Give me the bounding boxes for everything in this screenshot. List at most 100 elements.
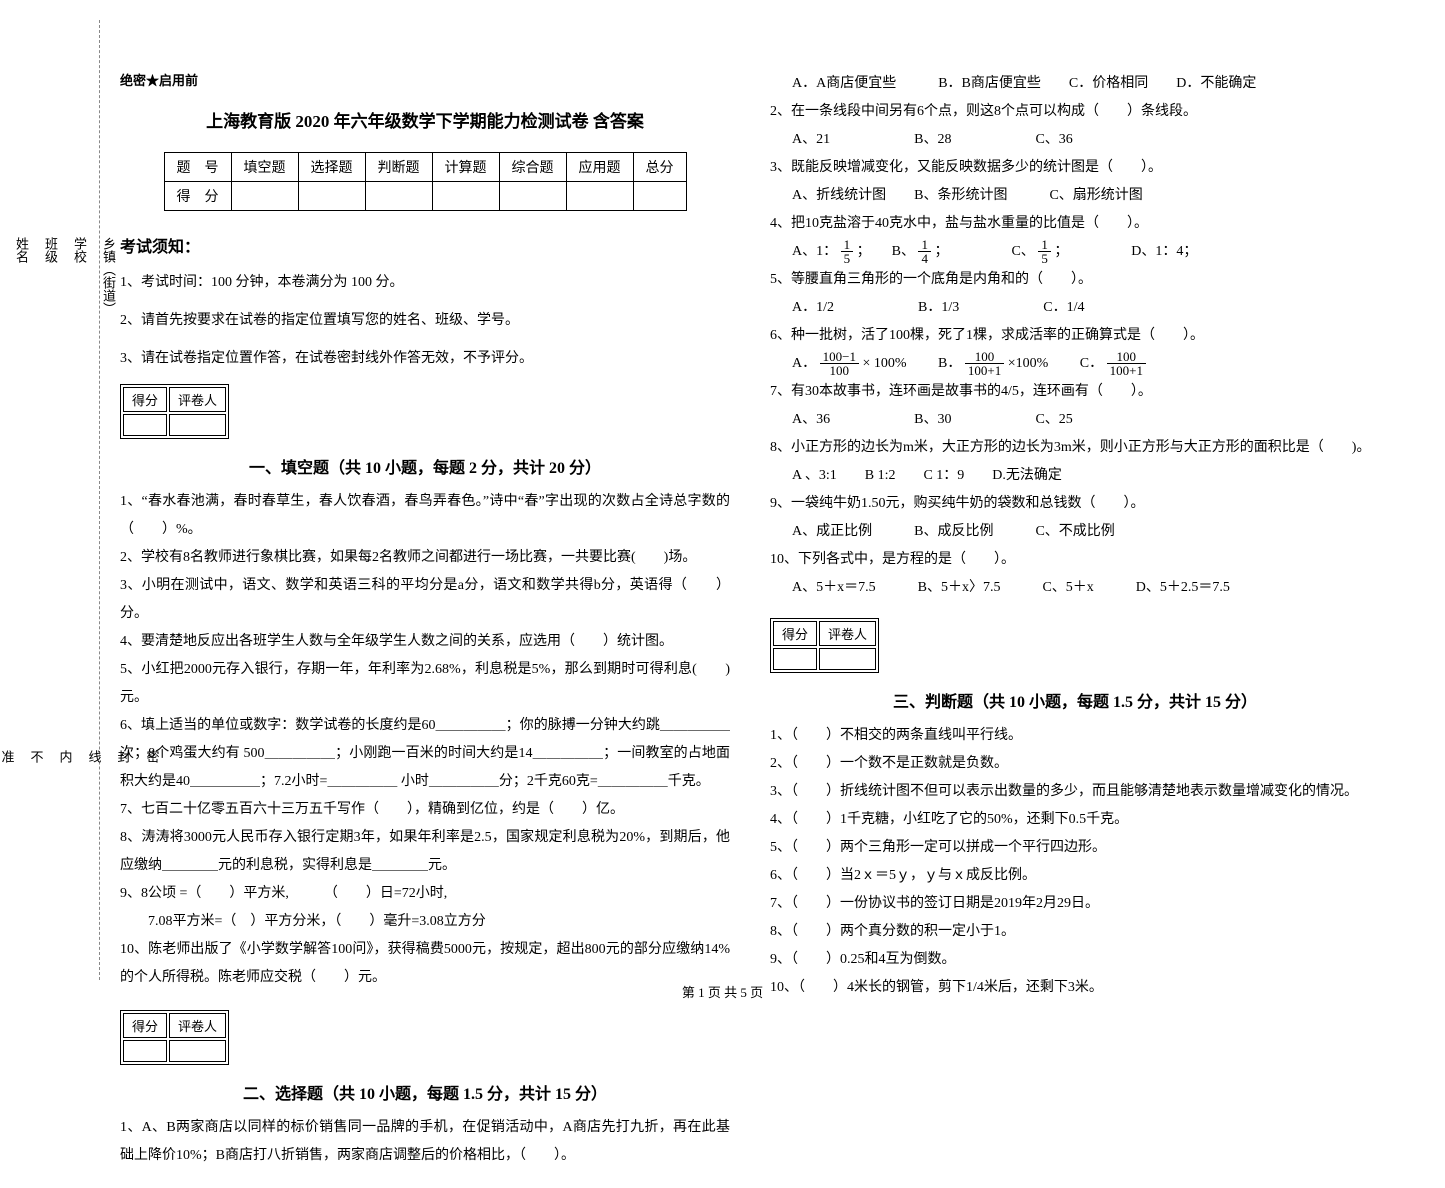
question: 5、等腰直角三角形的一个底角是内角和的（ ）。 (770, 266, 1380, 294)
margin-label: 乡镇（街道） (99, 237, 118, 315)
question: 1、（ ）不相交的两条直线叫平行线。 (770, 722, 1380, 750)
question: 8、（ ）两个真分数的积一定小于1。 (770, 918, 1380, 946)
paper-body: 绝密★启用前 上海教育版 2020 年六年级数学下学期能力检测试卷 含答案 题 … (120, 70, 1400, 1188)
notice-item: 2、请首先按要求在试卷的指定位置填写您的姓名、班级、学号。 (120, 309, 730, 333)
seal-char: 线 (85, 750, 104, 763)
options: A．1/2 B．1/3 C．1/4 (770, 294, 1380, 322)
fraction: 100100+1 (1107, 350, 1146, 377)
opt-text: A． (792, 356, 816, 371)
question: 3、（ ）折线统计图不但可以表示出数量的多少，而且能够清楚地表示数量增减变化的情… (770, 778, 1380, 806)
question: 9、一袋纯牛奶1.50元，购买纯牛奶的袋数和总钱数（ ）。 (770, 490, 1380, 518)
notice-heading: 考试须知： (120, 233, 730, 257)
question: 5、小红把2000元存入银行，存期一年，年利率为2.68%，利息税是5%，那么到… (120, 656, 730, 712)
scorebox-cell (773, 648, 817, 670)
scorebox-label: 得分 (123, 1013, 167, 1038)
margin-label: 学校 (70, 237, 89, 315)
section-title: 一、填空题（共 10 小题，每题 2 分，共计 20 分） (120, 454, 730, 478)
question: 3、既能反映增减变化，又能反映数据多少的统计图是（ ）。 (770, 154, 1380, 182)
question: 3、小明在测试中，语文、数学和英语三科的平均分是a分，语文和数学共得b分，英语得… (120, 572, 730, 628)
question: 4、要清楚地反应出各班学生人数与全年级学生人数之间的关系，应选用（ ）统计图。 (120, 628, 730, 656)
margin-label: 姓名 (12, 237, 31, 315)
question: 6、填上适当的单位或数字：数学试卷的长度约是60＿＿＿＿＿；你的脉搏一分钟大约跳… (120, 712, 730, 796)
section-title: 二、选择题（共 10 小题，每题 1.5 分，共计 15 分） (120, 1080, 730, 1104)
scorebox-label: 得分 (123, 387, 167, 412)
opt-text: B． (910, 356, 961, 371)
scorebox-cell (123, 1040, 167, 1062)
seal-char: 准 (0, 750, 17, 763)
question: 9、8公顷 =（ ）平方米, （ ）日=72小时, (120, 880, 730, 908)
opt-text: × 100% (862, 356, 906, 371)
section-score-box: 得分 评卷人 (120, 384, 229, 439)
secret-tag: 绝密★启用前 (120, 70, 730, 89)
score-cell (566, 182, 633, 211)
question: 6、种一批树，活了100棵，死了1棵，求成活率的正确算式是（ ）。 (770, 322, 1380, 350)
margin-label: 学号 (0, 237, 2, 315)
score-cell: 得 分 (164, 182, 231, 211)
score-head: 总分 (633, 153, 686, 182)
options: A． 100−1100 × 100% B． 100100+1 ×100% C． … (770, 350, 1380, 378)
question: 6、（ ）当2ｘ＝5ｙ，ｙ与ｘ成反比例。 (770, 862, 1380, 890)
fraction: 100−1100 (820, 350, 859, 377)
seal-char: 不 (27, 750, 46, 763)
score-cell (298, 182, 365, 211)
question: 7、有30本故事书，连环画是故事书的4/5，连环画有（ ）。 (770, 378, 1380, 406)
question: 8、涛涛将3000元人民币存入银行定期3年，如果年利率是2.5，国家规定利息税为… (120, 824, 730, 880)
scorebox-cell (123, 414, 167, 436)
score-cell (432, 182, 499, 211)
score-head: 判断题 (365, 153, 432, 182)
section-title: 三、判断题（共 10 小题，每题 1.5 分，共计 15 分） (770, 688, 1380, 712)
fraction: 15 (1038, 238, 1051, 265)
section-score-box: 得分 评卷人 (770, 618, 879, 673)
score-cell (365, 182, 432, 211)
question: 7.08平方米=（ ）平方分米，（ ）毫升=3.08立方分 (120, 908, 730, 936)
section-choice-head: 得分 评卷人 二、选择题（共 10 小题，每题 1.5 分，共计 15 分） 1… (120, 1010, 730, 1170)
options: A、1： 15 ； B、 14 ； C、 15 ； D、1：4； (770, 238, 1380, 266)
question: 10、下列各式中，是方程的是（ ）。 (770, 546, 1380, 574)
score-head: 应用题 (566, 153, 633, 182)
question: 7、七百二十亿零五百六十三万五千写作（ ），精确到亿位，约是（ ）亿。 (120, 796, 730, 824)
score-cell (499, 182, 566, 211)
question: 8、小正方形的边长为m米，大正方形的边长为3m米，则小正方形与大正方形的面积比是… (770, 434, 1380, 462)
question: 9、（ ）0.25和4互为倒数。 (770, 946, 1380, 974)
score-head: 计算题 (432, 153, 499, 182)
scorebox-cell (819, 648, 876, 670)
question: 2、学校有8名教师进行象棋比赛，如果每2名教师之间都进行一场比赛，一共要比赛( … (120, 544, 730, 572)
left-column: 绝密★启用前 上海教育版 2020 年六年级数学下学期能力检测试卷 含答案 题 … (120, 70, 730, 1188)
page-footer: 第 1 页 共 5 页 (0, 982, 1445, 1001)
question: 2、（ ）一个数不是正数就是负数。 (770, 750, 1380, 778)
question: 5、（ ）两个三角形一定可以拼成一个平行四边形。 (770, 834, 1380, 862)
options: A．A商店便宜些 B．B商店便宜些 C．价格相同 D．不能确定 (770, 70, 1380, 98)
fraction: 14 (918, 238, 931, 265)
scorebox-label: 评卷人 (169, 387, 226, 412)
opt-text: ； C、 (934, 244, 1034, 259)
score-cell (231, 182, 298, 211)
notice-item: 1、考试时间：100 分钟，本卷满分为 100 分。 (120, 271, 730, 295)
options: A、折线统计图 B、条形统计图 C、扇形统计图 (770, 182, 1380, 210)
paper-title: 上海教育版 2020 年六年级数学下学期能力检测试卷 含答案 (120, 107, 730, 132)
scorebox-cell (169, 1040, 226, 1062)
score-summary-table: 题 号 填空题 选择题 判断题 计算题 综合题 应用题 总分 得 分 (164, 152, 687, 211)
options: A 、3:1 B 1:2 C 1：9 D.无法确定 (770, 462, 1380, 490)
opt-text: ； B、 (857, 244, 915, 259)
table-row: 题 号 填空题 选择题 判断题 计算题 综合题 应用题 总分 (164, 153, 686, 182)
margin-label: 班级 (41, 237, 60, 315)
fraction: 15 (841, 238, 854, 265)
section-fill-blank: 得分 评卷人 一、填空题（共 10 小题，每题 2 分，共计 20 分） 1、“… (120, 384, 730, 992)
options: A、成正比例 B、成反比例 C、不成比例 (770, 518, 1380, 546)
options: A、5＋x＝7.5 B、5＋x〉7.5 C、5＋x D、5＋2.5＝7.5 (770, 574, 1380, 602)
question: 4、把10克盐溶于40克水中，盐与盐水重量的比值是（ ）。 (770, 210, 1380, 238)
opt-text: ； D、1：4； (1054, 244, 1197, 259)
fraction: 100100+1 (965, 350, 1004, 377)
question: 7、（ ）一份协议书的签订日期是2019年2月29日。 (770, 890, 1380, 918)
score-cell (633, 182, 686, 211)
question: 1、A、B两家商店以同样的标价销售同一品牌的手机，在促销活动中，A商店先打九折，… (120, 1114, 730, 1170)
opt-text: C． (1052, 356, 1103, 371)
score-head: 填空题 (231, 153, 298, 182)
table-row: 得 分 (164, 182, 686, 211)
seal-char: 内 (56, 750, 75, 763)
scorebox-label: 得分 (773, 621, 817, 646)
question: 1、“春水春池满，春时春草生，春人饮春酒，春鸟弄春色。”诗中“春”字出现的次数占… (120, 488, 730, 544)
margin-field-labels: 乡镇（街道） 学校 班级 姓名 学号 (0, 237, 118, 315)
score-head: 选择题 (298, 153, 365, 182)
options: A、21 B、28 C、36 (770, 126, 1380, 154)
